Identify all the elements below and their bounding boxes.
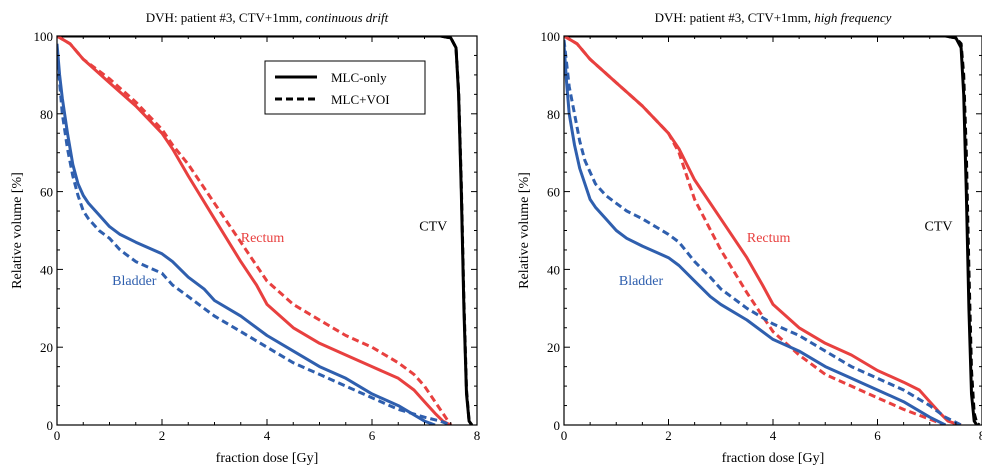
x-axis-label: fraction dose [Gy] <box>722 451 825 466</box>
dvh-panel-continuous-drift: DVH: patient #3, CTV+1mm, continuous dri… <box>10 10 480 466</box>
x-tick-label: 8 <box>979 428 982 443</box>
x-tick-label: 6 <box>874 428 881 443</box>
annotation-ctv: CTV <box>419 220 447 235</box>
legend-box <box>264 60 426 115</box>
y-tick-label: 60 <box>547 185 560 200</box>
y-tick-label: 20 <box>547 340 560 355</box>
y-tick-label: 40 <box>40 262 53 277</box>
legend-label-mlc-only: MLC-only <box>331 70 387 85</box>
series-line-rectum-dashed <box>564 36 946 425</box>
x-tick-label: 0 <box>54 428 61 443</box>
series-line-bladder-dashed <box>564 39 962 425</box>
x-tick-label: 6 <box>369 428 376 443</box>
series-line-bladder-solid <box>564 43 947 425</box>
x-tick-label: 2 <box>159 428 166 443</box>
x-tick-label: 4 <box>770 428 777 443</box>
annotation-bladder: Bladder <box>112 274 157 289</box>
y-tick-label: 0 <box>47 418 54 433</box>
x-tick-label: 4 <box>264 428 271 443</box>
y-tick-label: 20 <box>40 340 53 355</box>
series-line-ctv-dashed <box>564 36 981 425</box>
annotation-rectum: Rectum <box>241 231 285 246</box>
y-tick-label: 0 <box>554 418 561 433</box>
y-tick-label: 40 <box>547 262 560 277</box>
dvh-panel-high-frequency: DVH: patient #3, CTV+1mm, high frequency… <box>517 10 982 466</box>
y-axis-label: Relative volume [%] <box>517 172 532 289</box>
series-line-ctv-dashed <box>57 36 474 425</box>
legend: MLC-only MLC+VOI <box>264 60 426 115</box>
x-tick-label: 8 <box>474 428 481 443</box>
y-tick-label: 60 <box>40 185 53 200</box>
legend-label-mlc-voi: MLC+VOI <box>331 92 390 107</box>
x-tick-label: 0 <box>561 428 568 443</box>
annotation-ctv: CTV <box>925 220 953 235</box>
chart-title: DVH: patient #3, CTV+1mm, high frequency <box>655 10 892 25</box>
x-axis-label: fraction dose [Gy] <box>216 451 319 466</box>
y-axis-label: Relative volume [%] <box>10 172 25 289</box>
series-line-rectum-solid <box>57 36 452 425</box>
annotation-bladder: Bladder <box>619 274 664 289</box>
chart-title: DVH: patient #3, CTV+1mm, continuous dri… <box>146 10 389 25</box>
y-tick-label: 80 <box>547 107 560 122</box>
y-tick-label: 100 <box>34 29 54 44</box>
series-line-bladder-dashed <box>57 51 452 425</box>
x-tick-label: 2 <box>665 428 672 443</box>
annotation-rectum: Rectum <box>747 231 791 246</box>
y-tick-label: 80 <box>40 107 53 122</box>
y-tick-label: 100 <box>541 29 561 44</box>
series-line-rectum-dashed <box>57 36 453 425</box>
series-line-bladder-solid <box>57 43 436 425</box>
